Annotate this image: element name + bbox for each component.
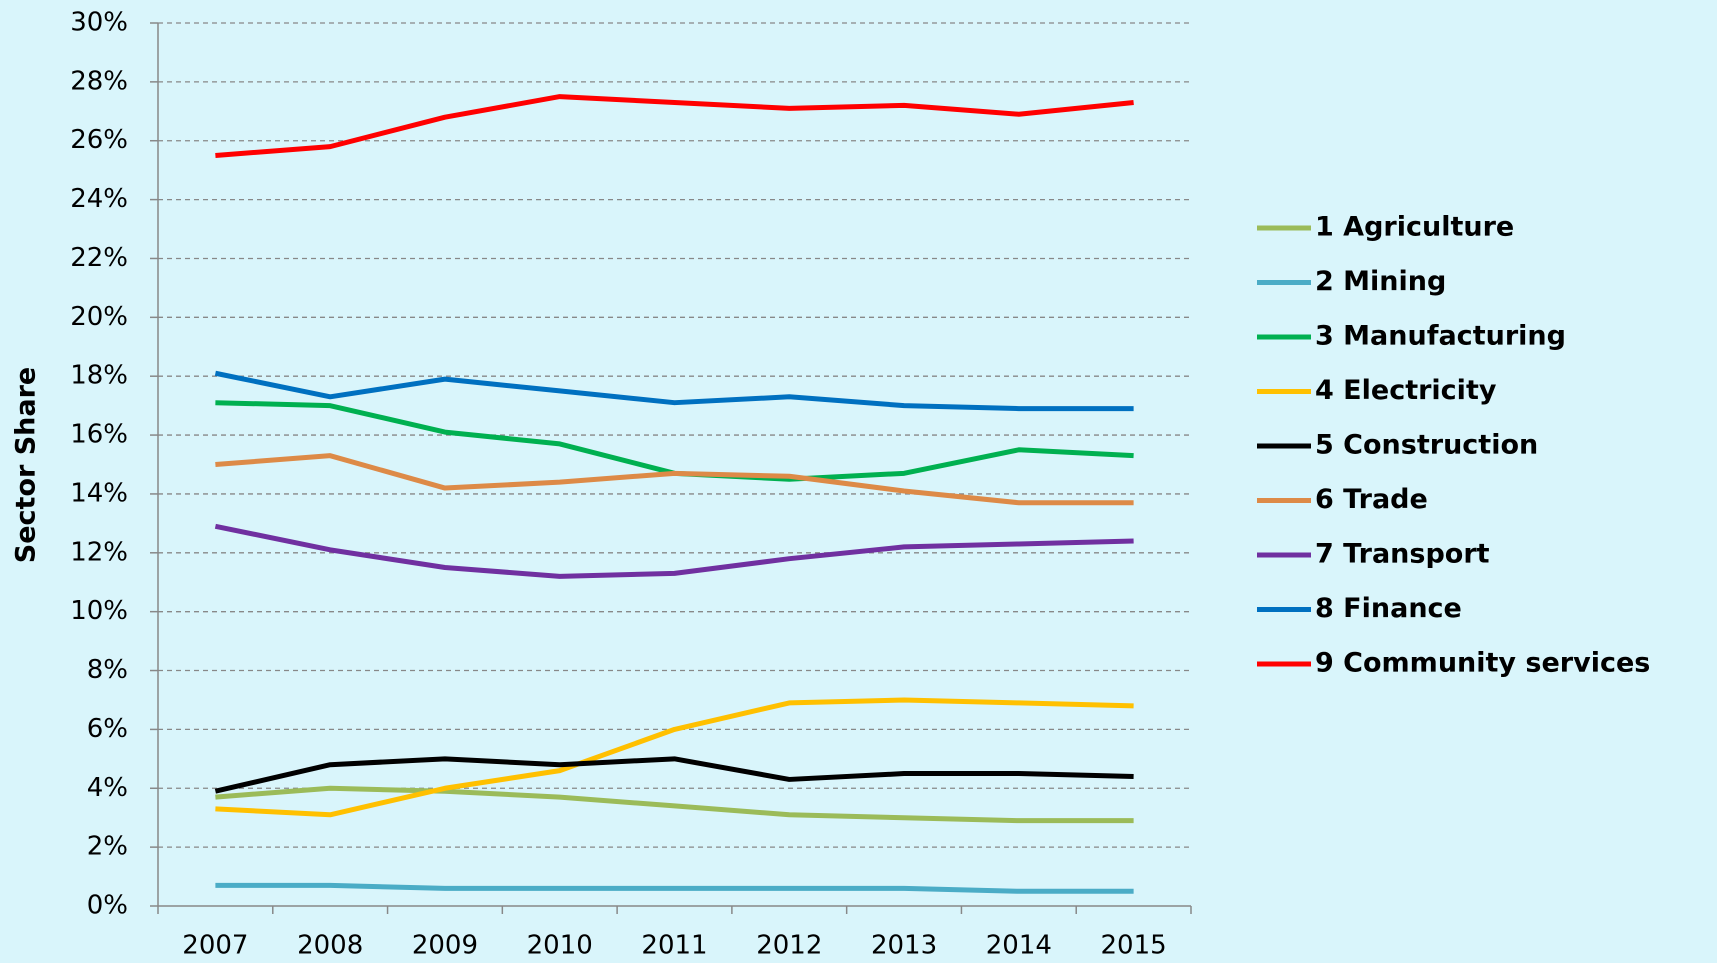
x-tick-label: 2011 [641,931,707,961]
series-line [215,400,1134,482]
y-tick-label: 6% [87,714,128,744]
y-tick-label: 16% [70,420,128,450]
y-tick-label: 0% [87,891,128,921]
series-line [215,697,1134,818]
legend-label: 4 Electricity [1315,375,1497,406]
y-tick-label: 26% [70,125,128,155]
legend-label: 7 Transport [1315,539,1490,570]
legend-label: 9 Community services [1315,648,1650,679]
y-tick-label: 28% [70,66,128,96]
y-tick-label: 18% [70,361,128,391]
x-tick-label: 2013 [871,931,937,961]
legend-label: 5 Construction [1315,430,1538,461]
x-tick-label: 2012 [756,931,822,961]
y-tick-label: 2% [87,832,128,862]
series-line [215,94,1134,158]
y-tick-label: 12% [70,537,128,567]
x-tick-label: 2009 [412,931,478,961]
y-tick-label: 22% [70,243,128,273]
y-tick-label: 30% [70,8,128,38]
series-line [214,370,1134,412]
legend-label: 8 Finance [1315,593,1462,624]
y-tick-label: 14% [70,478,128,508]
x-tick-label: 2014 [986,931,1052,961]
x-tick-label: 2007 [182,931,248,961]
series-line [214,756,1134,794]
legend-label: 2 Mining [1315,266,1446,297]
y-tick-label: 20% [70,302,128,332]
x-tick-label: 2010 [527,931,593,961]
y-axis-title: Sector Share [11,367,42,563]
legend-label: 3 Manufacturing [1315,321,1566,352]
x-tick-label: 2015 [1101,931,1167,961]
series-line [215,785,1134,824]
legend-label: 1 Agriculture [1315,212,1514,243]
x-tick-label: 2008 [297,931,363,961]
legend-label: 6 Trade [1315,484,1428,515]
series-line [214,523,1134,579]
y-tick-label: 4% [87,773,128,803]
series-line [215,882,1134,894]
y-tick-label: 24% [70,184,128,214]
series-line [215,453,1134,506]
y-tick-label: 8% [87,655,128,685]
y-tick-label: 10% [70,596,128,626]
